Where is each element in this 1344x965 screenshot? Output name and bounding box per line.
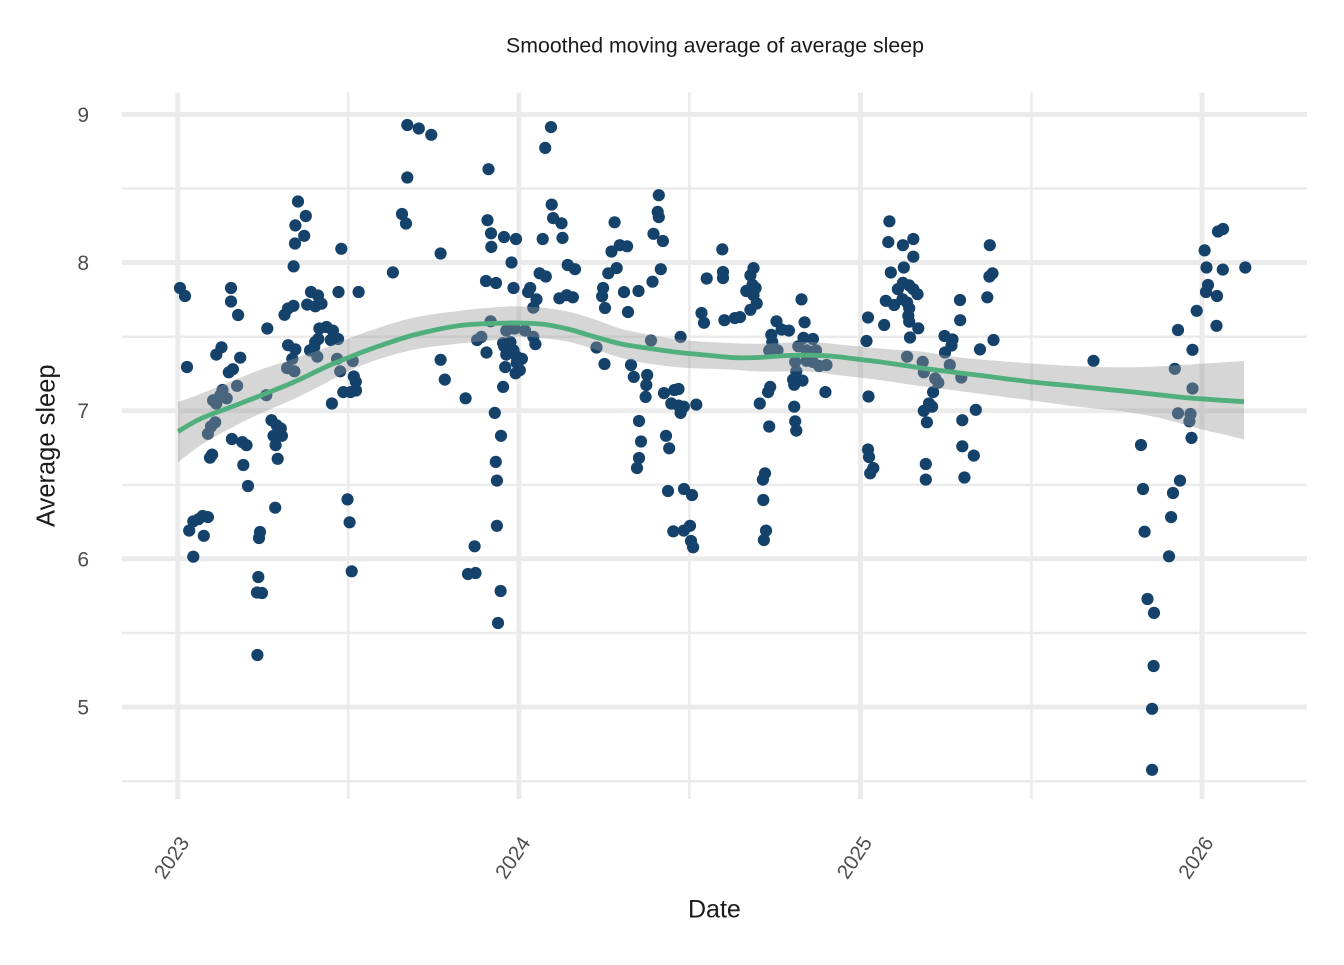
svg-text:8: 8 [77, 252, 89, 275]
svg-text:9: 9 [77, 104, 89, 127]
svg-text:Average sleep: Average sleep [33, 364, 61, 527]
svg-text:Smoothed moving average of ave: Smoothed moving average of average sleep [506, 33, 924, 57]
svg-text:5: 5 [77, 697, 89, 720]
svg-text:6: 6 [77, 548, 89, 571]
svg-text:Date: Date [688, 896, 741, 924]
svg-text:7: 7 [77, 400, 89, 423]
